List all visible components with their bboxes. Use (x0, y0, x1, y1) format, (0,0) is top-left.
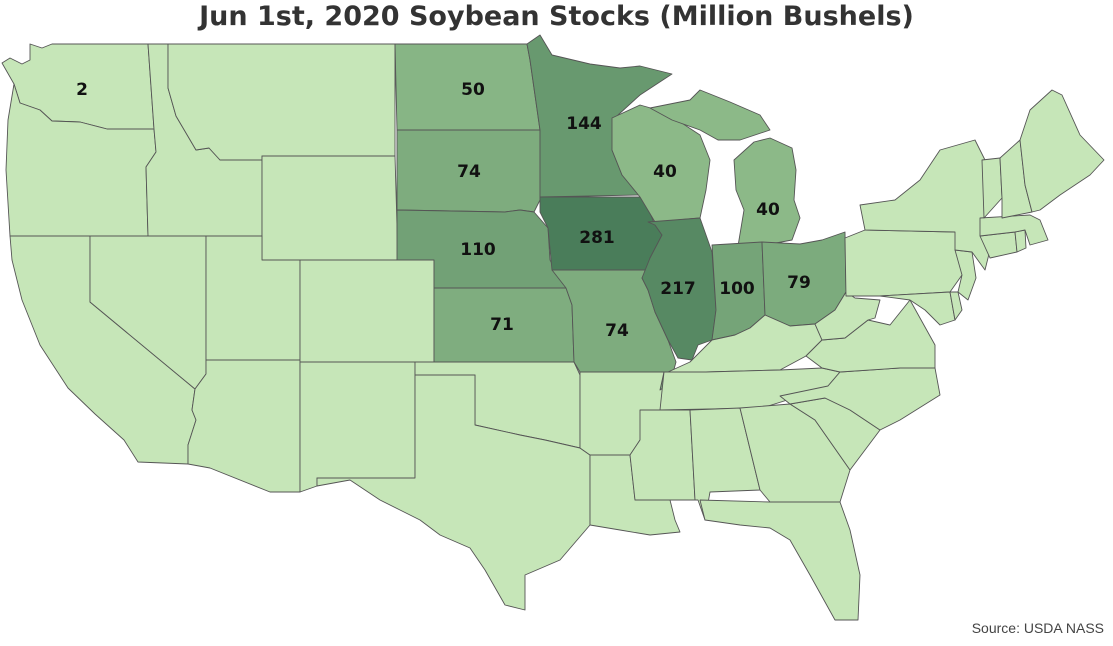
state-me (1019, 89, 1105, 213)
state-nc (779, 367, 941, 431)
value-label-ia: 281 (579, 228, 615, 248)
state-wv (814, 291, 881, 341)
labels-layer: 2 50 144 74 40 40 281 110 217 100 79 71 74 (76, 80, 811, 341)
state-fl (699, 499, 861, 621)
state-de (949, 291, 963, 321)
value-label-sd: 74 (457, 162, 481, 182)
value-label-il: 217 (660, 279, 696, 299)
states-layer (1, 34, 1105, 621)
state-ms (629, 409, 696, 501)
state-ma (979, 214, 1049, 246)
value-label-nd: 50 (461, 80, 485, 100)
state-mt (167, 43, 396, 161)
value-label-wa: 2 (76, 80, 88, 100)
state-az (187, 359, 301, 493)
value-label-mn: 144 (566, 114, 602, 134)
source-note: Source: USDA NASS (971, 620, 1104, 636)
state-tx (316, 374, 591, 611)
state-vt (981, 157, 1003, 219)
value-label-ne: 110 (460, 240, 496, 260)
value-label-mo: 74 (605, 321, 629, 341)
state-co (299, 259, 435, 363)
value-label-mi: 40 (756, 200, 780, 220)
value-label-wi: 40 (653, 162, 677, 182)
state-pa (844, 229, 966, 297)
state-ri (1014, 229, 1027, 253)
state-ne (396, 209, 567, 289)
state-wy (261, 155, 399, 261)
value-label-ks: 71 (490, 315, 514, 335)
state-nm (299, 361, 416, 493)
value-label-oh: 79 (787, 273, 811, 293)
value-label-in: 100 (719, 279, 755, 299)
chart-title: Jun 1st, 2020 Soybean Stocks (Million Bu… (199, 1, 914, 32)
state-mi (649, 89, 801, 247)
